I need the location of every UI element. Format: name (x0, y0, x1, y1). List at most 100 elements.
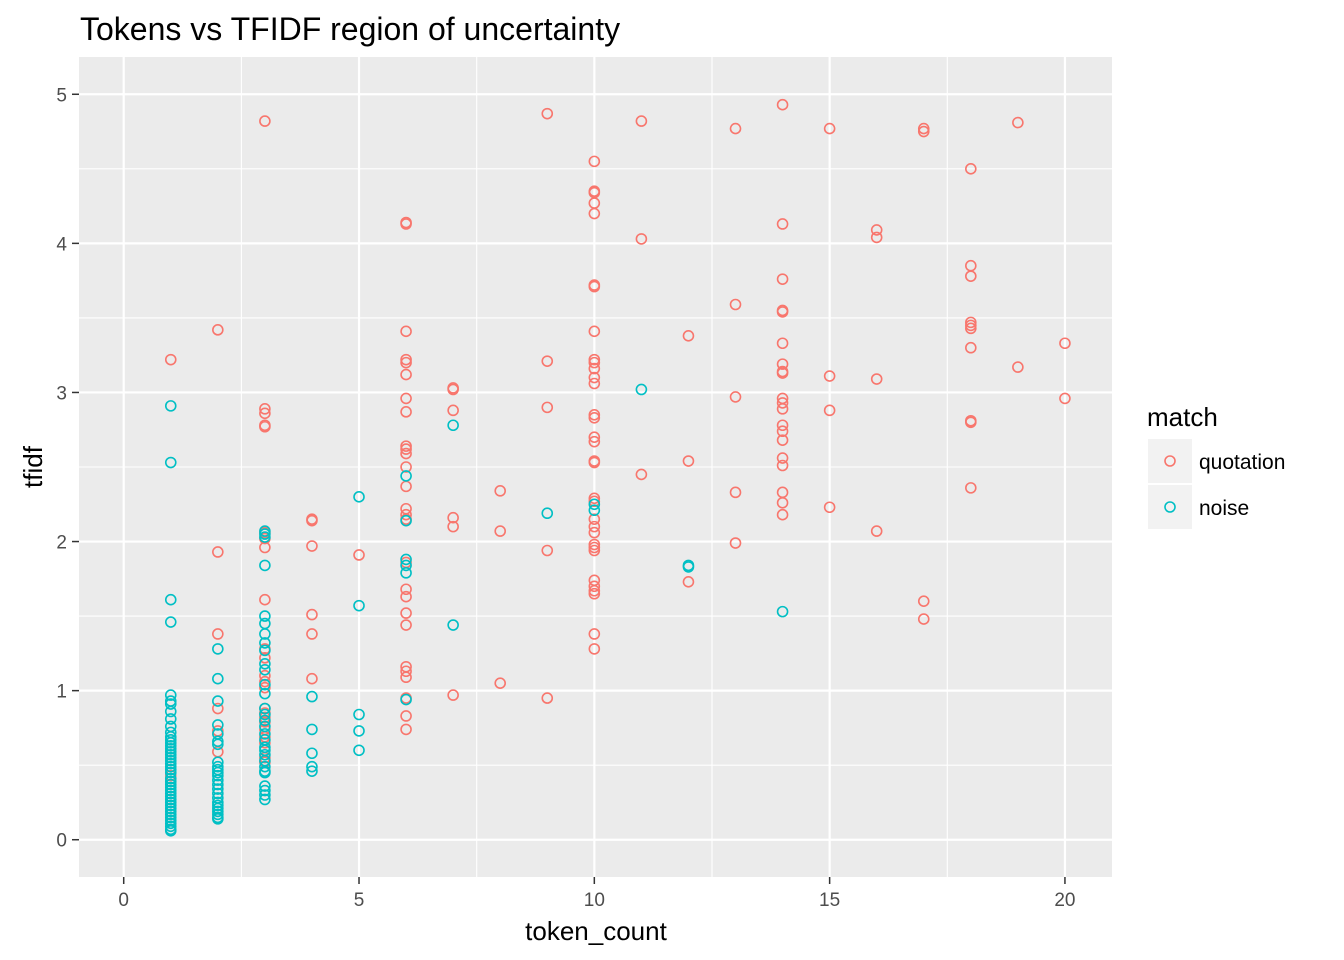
point-quotation (776, 425, 789, 438)
point-quotation (823, 404, 836, 417)
point-noise (212, 796, 224, 809)
point-quotation (776, 403, 789, 415)
point-quotation (682, 455, 695, 467)
point-quotation (400, 590, 412, 603)
legend-items: quotation noise (1148, 439, 1285, 529)
legend-symbol-noise (1164, 501, 1176, 513)
point-noise (400, 514, 412, 527)
point-quotation (400, 218, 412, 230)
point-quotation (588, 431, 601, 443)
point-quotation (1059, 337, 1071, 350)
point-noise (682, 561, 695, 573)
x-tick-label: 5 (354, 890, 365, 911)
point-quotation (588, 371, 601, 384)
point-quotation (259, 420, 271, 433)
point-noise (400, 553, 412, 566)
point-noise (164, 734, 177, 746)
point-quotation (212, 546, 224, 558)
point-noise (259, 793, 271, 806)
point-noise (164, 731, 177, 743)
point-quotation (588, 492, 601, 505)
point-quotation (635, 233, 648, 245)
point-quotation (823, 501, 836, 514)
point-quotation (400, 447, 412, 460)
x-tick-label: 10 (584, 890, 605, 911)
point-noise (306, 690, 318, 703)
point-quotation (588, 584, 601, 597)
point-quotation (588, 495, 601, 508)
point-quotation (682, 329, 695, 342)
point-noise (164, 751, 177, 764)
point-noise (164, 811, 177, 824)
point-quotation (400, 368, 412, 381)
point-quotation (776, 434, 789, 446)
point-quotation (400, 356, 412, 369)
point-noise (212, 760, 224, 773)
point-noise (635, 383, 648, 396)
point-noise (400, 567, 412, 579)
point-quotation (400, 607, 412, 619)
point-noise (212, 778, 224, 791)
x-tick-label: 20 (1054, 890, 1075, 911)
point-noise (776, 605, 789, 618)
point-quotation (965, 319, 977, 332)
point-quotation (588, 325, 601, 338)
point-noise (212, 769, 224, 782)
point-quotation (259, 737, 271, 749)
point-noise (164, 757, 177, 770)
point-quotation (306, 628, 318, 640)
point-noise (164, 808, 177, 821)
point-noise (212, 735, 224, 748)
point-noise (164, 616, 177, 628)
point-quotation (306, 608, 318, 621)
point-noise (164, 796, 177, 809)
point-quotation (447, 520, 459, 533)
point-noise (259, 748, 271, 761)
point-noise (353, 725, 365, 737)
point-noise (164, 748, 177, 761)
minor-gridlines (79, 57, 1112, 877)
point-noise (212, 738, 224, 751)
point-quotation (494, 525, 507, 537)
point-quotation (776, 306, 789, 318)
point-quotation (447, 383, 459, 396)
point-noise (164, 739, 177, 752)
point-quotation (776, 496, 789, 509)
point-noise (588, 498, 601, 511)
point-quotation (541, 107, 554, 120)
point-noise (259, 760, 271, 773)
point-quotation (729, 122, 742, 135)
point-noise (164, 775, 177, 788)
point-quotation (1012, 361, 1024, 373)
point-noise (259, 559, 271, 572)
point-noise (164, 766, 177, 779)
point-quotation (965, 322, 977, 335)
point-noise (164, 593, 177, 606)
point-noise (164, 737, 177, 749)
point-quotation (776, 218, 789, 230)
point-quotation (965, 316, 977, 329)
point-noise (353, 708, 365, 721)
point-quotation (400, 443, 412, 455)
point-noise (164, 456, 177, 469)
point-quotation (259, 652, 271, 664)
point-noise (259, 628, 271, 640)
legend-key-quotation (1148, 439, 1192, 483)
point-quotation (776, 419, 789, 432)
point-quotation (870, 224, 883, 236)
point-noise (353, 491, 365, 503)
point-noise (259, 657, 271, 670)
point-noise (164, 698, 177, 710)
point-quotation (400, 461, 412, 473)
x-tick-label: 15 (819, 890, 840, 911)
point-quotation (400, 392, 412, 405)
point-quotation (729, 391, 742, 403)
point-quotation (635, 115, 648, 127)
point-quotation (823, 122, 836, 135)
point-quotation (400, 440, 412, 452)
point-quotation (400, 671, 412, 684)
legend-label-noise: noise (1199, 497, 1249, 520)
point-quotation (776, 459, 789, 472)
point-quotation (588, 353, 601, 366)
point-noise (164, 824, 177, 837)
